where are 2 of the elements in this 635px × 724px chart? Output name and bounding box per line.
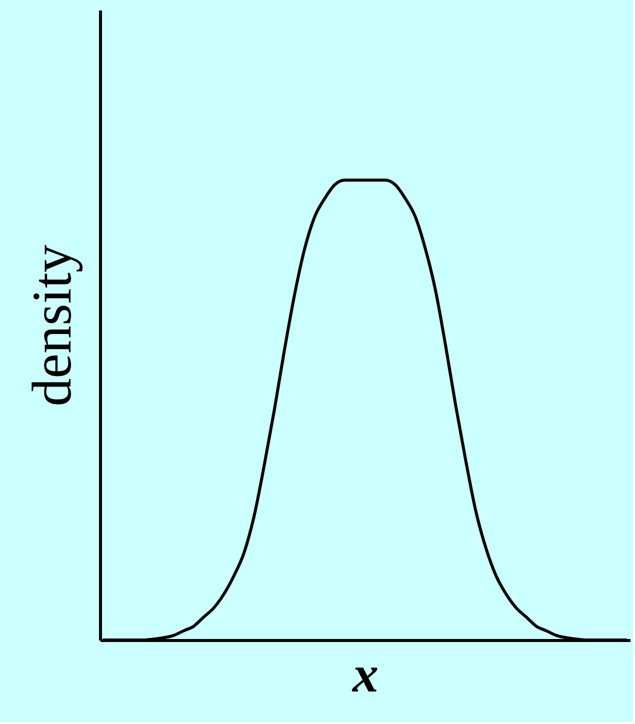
y-axis-title: density: [22, 244, 84, 406]
x-axis-title: x: [352, 646, 378, 704]
